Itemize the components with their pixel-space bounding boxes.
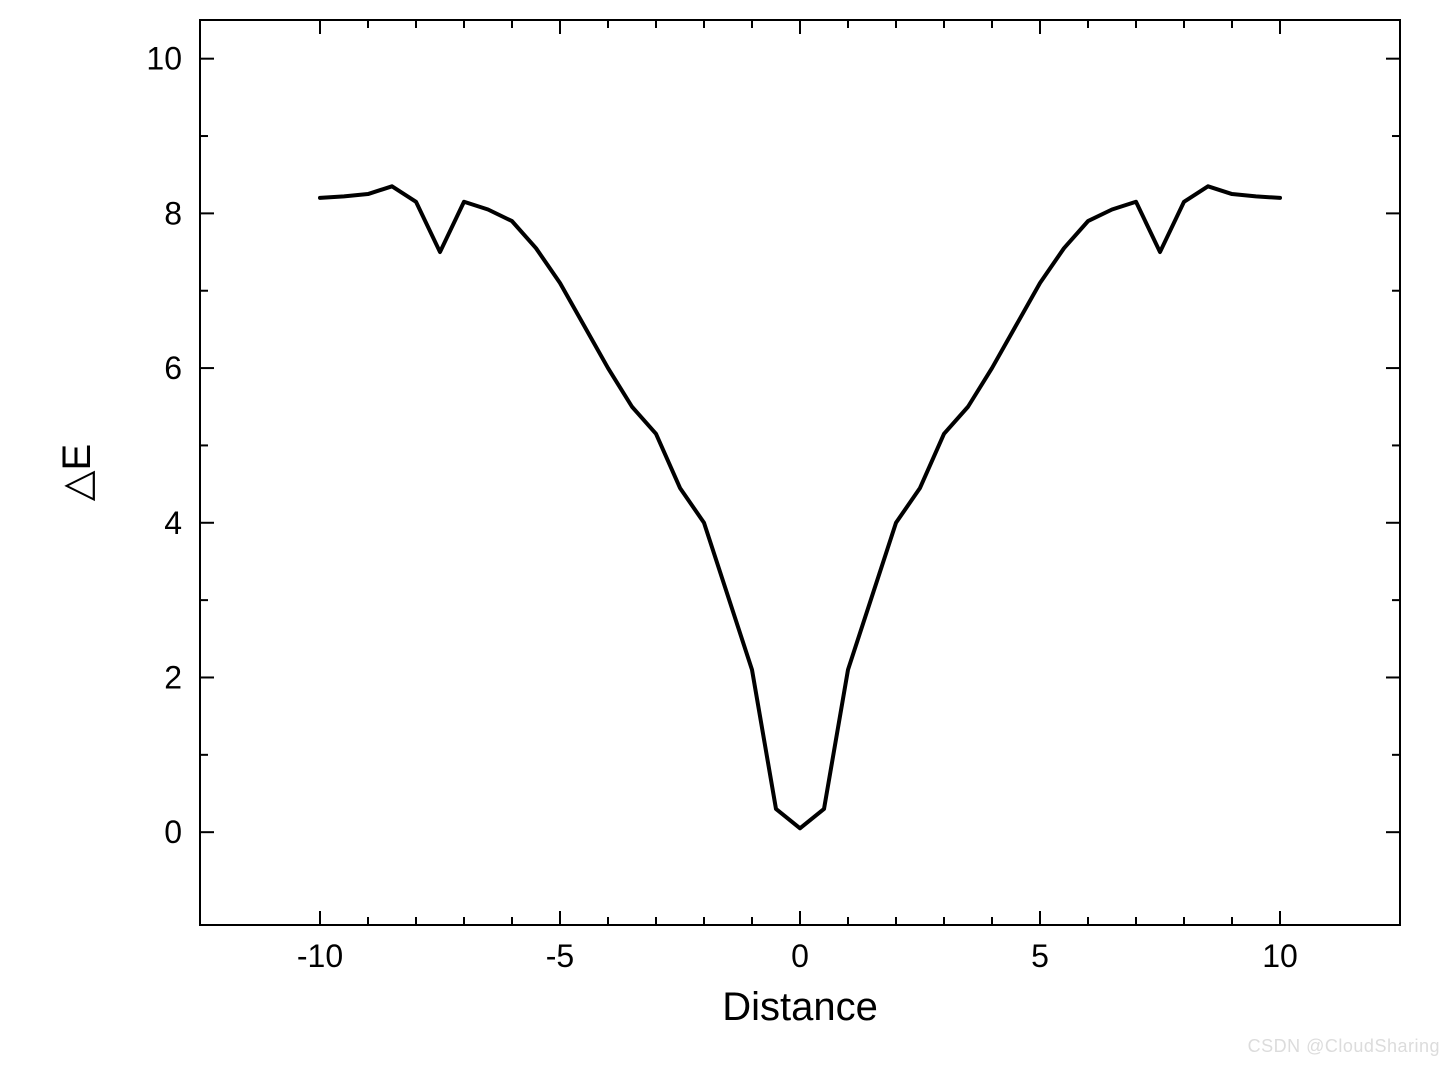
x-tick-label: 0	[791, 938, 809, 974]
line-chart: -10 -5 0 5 10 0 2 4 6 8 10 Distance △E	[0, 0, 1450, 1065]
y-tick-label: 8	[164, 195, 182, 231]
y-tick-label: 0	[164, 814, 182, 850]
watermark-text: CSDN @CloudSharing	[1248, 1036, 1440, 1057]
plot-frame	[200, 20, 1400, 925]
y-tick-label: 4	[164, 505, 182, 541]
y-tick-label: 2	[164, 659, 182, 695]
x-axis-label: Distance	[722, 985, 878, 1029]
x-tick-label: 5	[1031, 938, 1049, 974]
x-tick-label: -10	[297, 938, 343, 974]
data-line	[320, 186, 1280, 828]
y-tick-label: 6	[164, 350, 182, 386]
y-tick-label: 10	[146, 41, 182, 77]
chart-container: -10 -5 0 5 10 0 2 4 6 8 10 Distance △E CSDN @CloudSh…	[0, 0, 1450, 1065]
y-axis-label: △E	[55, 444, 99, 501]
x-tick-label: -5	[546, 938, 574, 974]
x-tick-label: 10	[1262, 938, 1298, 974]
